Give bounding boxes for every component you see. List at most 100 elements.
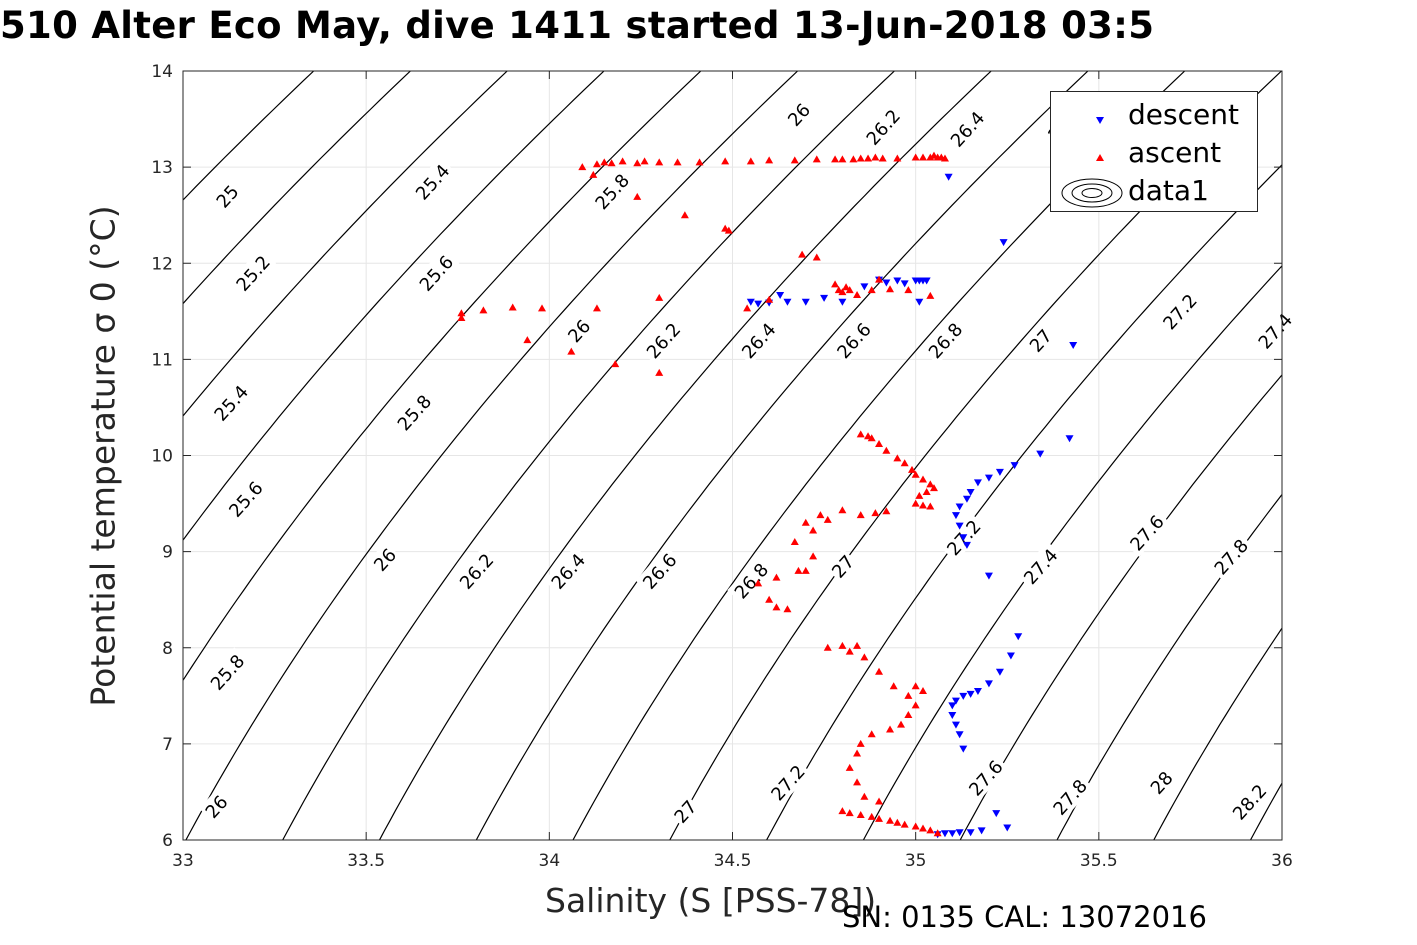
- ascent-point: [886, 816, 895, 824]
- descent-point: [860, 283, 869, 291]
- descent-point: [922, 277, 931, 285]
- ascent-point: [812, 253, 821, 261]
- descent-point: [977, 827, 986, 835]
- contour-label-bg: [199, 789, 233, 824]
- ascent-point: [853, 778, 862, 786]
- ascent-point: [856, 811, 865, 819]
- descent-point: [1006, 652, 1015, 660]
- ascent-point: [618, 157, 627, 165]
- contour-label-bg: [561, 313, 596, 348]
- descent-point: [973, 688, 982, 696]
- ascent-point: [918, 475, 927, 483]
- ascent-point: [926, 480, 935, 488]
- descent-point: [962, 541, 971, 549]
- descent-point: [973, 479, 982, 487]
- descent-point: [820, 294, 829, 302]
- ascent-point: [860, 792, 869, 800]
- y-tick-label: 14: [151, 62, 173, 82]
- ascent-point: [746, 157, 755, 165]
- descent-point: [959, 745, 968, 753]
- contour-label-bg: [859, 102, 907, 152]
- descent-point: [900, 280, 909, 288]
- ascent-point: [457, 314, 466, 322]
- contour-label-bg: [1122, 507, 1171, 557]
- ascent-point: [592, 160, 601, 168]
- y-tick-label: 7: [162, 735, 173, 755]
- ascent-point: [765, 595, 774, 603]
- descent-point: [951, 512, 960, 520]
- ascent-point: [838, 506, 847, 514]
- contour-label-bg: [1225, 777, 1273, 827]
- ascent-point: [695, 158, 704, 166]
- contour-label-bg: [825, 549, 860, 584]
- isopycnal-line: [282, 71, 895, 840]
- contour-label-bg: [207, 378, 255, 428]
- contour-label-bg: [763, 757, 812, 807]
- ascent-point: [838, 155, 847, 163]
- ascent-point: [578, 163, 587, 171]
- y-tick-label: 6: [162, 831, 173, 851]
- contour-label-bg: [408, 157, 456, 206]
- contour-label-bg: [1251, 306, 1299, 355]
- x-tick-label: 33: [172, 851, 194, 871]
- ascent-point: [479, 306, 488, 314]
- ascent-point: [853, 749, 862, 757]
- ascent-point: [633, 192, 642, 200]
- contour-label-bg: [588, 166, 636, 216]
- contour-label-bg: [943, 104, 991, 154]
- descent-point: [1003, 824, 1012, 832]
- descent-point: [948, 702, 957, 710]
- y-axis-label-text: Potential temperature σ 0 (°C): [83, 205, 123, 707]
- descent-point: [966, 489, 975, 497]
- ascent-point: [845, 647, 854, 655]
- descent-point: [951, 697, 960, 705]
- ascent-point: [611, 360, 620, 368]
- ascent-point: [743, 304, 752, 312]
- ascent-point: [875, 667, 884, 675]
- ascent-point: [673, 158, 682, 166]
- ascent-point: [904, 286, 913, 294]
- serial-calibration-note: SN: 0135 CAL: 13072016: [842, 900, 1207, 934]
- ascent-point: [867, 286, 876, 294]
- y-tick-label: 12: [151, 254, 173, 274]
- contour-label-bg: [1045, 772, 1094, 822]
- contour-label-bg: [544, 546, 592, 596]
- ascent-point: [772, 603, 781, 611]
- contour-label-bg: [734, 315, 782, 365]
- ascent-point: [655, 158, 664, 166]
- legend-item-data1: data1: [1051, 172, 1257, 210]
- contour-label-bg: [412, 248, 460, 298]
- ascent-point: [882, 446, 891, 454]
- contour-label-bg: [210, 178, 244, 213]
- ascent-point: [838, 807, 847, 815]
- descent-point: [948, 712, 957, 720]
- ascent-point: [838, 641, 847, 649]
- ascent-point: [724, 226, 733, 234]
- ascent-point: [897, 720, 906, 728]
- ascent-point: [918, 824, 927, 832]
- descent-point: [915, 298, 924, 306]
- ascent-point: [772, 573, 781, 581]
- ascent-point: [790, 538, 799, 546]
- descent-point: [801, 298, 810, 306]
- ascent-point: [918, 153, 927, 161]
- ascent-point: [911, 470, 920, 478]
- ascent-point: [889, 682, 898, 690]
- descent-point: [966, 690, 975, 698]
- ascent-point: [860, 653, 869, 661]
- isopycnal-line: [1153, 627, 1282, 840]
- ascent-point: [765, 156, 774, 164]
- ascent-point: [798, 250, 807, 258]
- y-tick-label: 9: [162, 543, 173, 563]
- ascent-point: [893, 818, 902, 826]
- contour-label-bg: [635, 546, 683, 596]
- ascent-point: [875, 814, 884, 822]
- ascent-point: [633, 159, 642, 167]
- descent-point: [951, 721, 960, 729]
- contour-label-bg: [727, 556, 775, 605]
- descent-point: [999, 239, 1008, 247]
- descent-point: [1014, 633, 1023, 641]
- ascent-point: [845, 809, 854, 817]
- contour-label-bg: [390, 387, 438, 437]
- ascent-point: [871, 509, 880, 517]
